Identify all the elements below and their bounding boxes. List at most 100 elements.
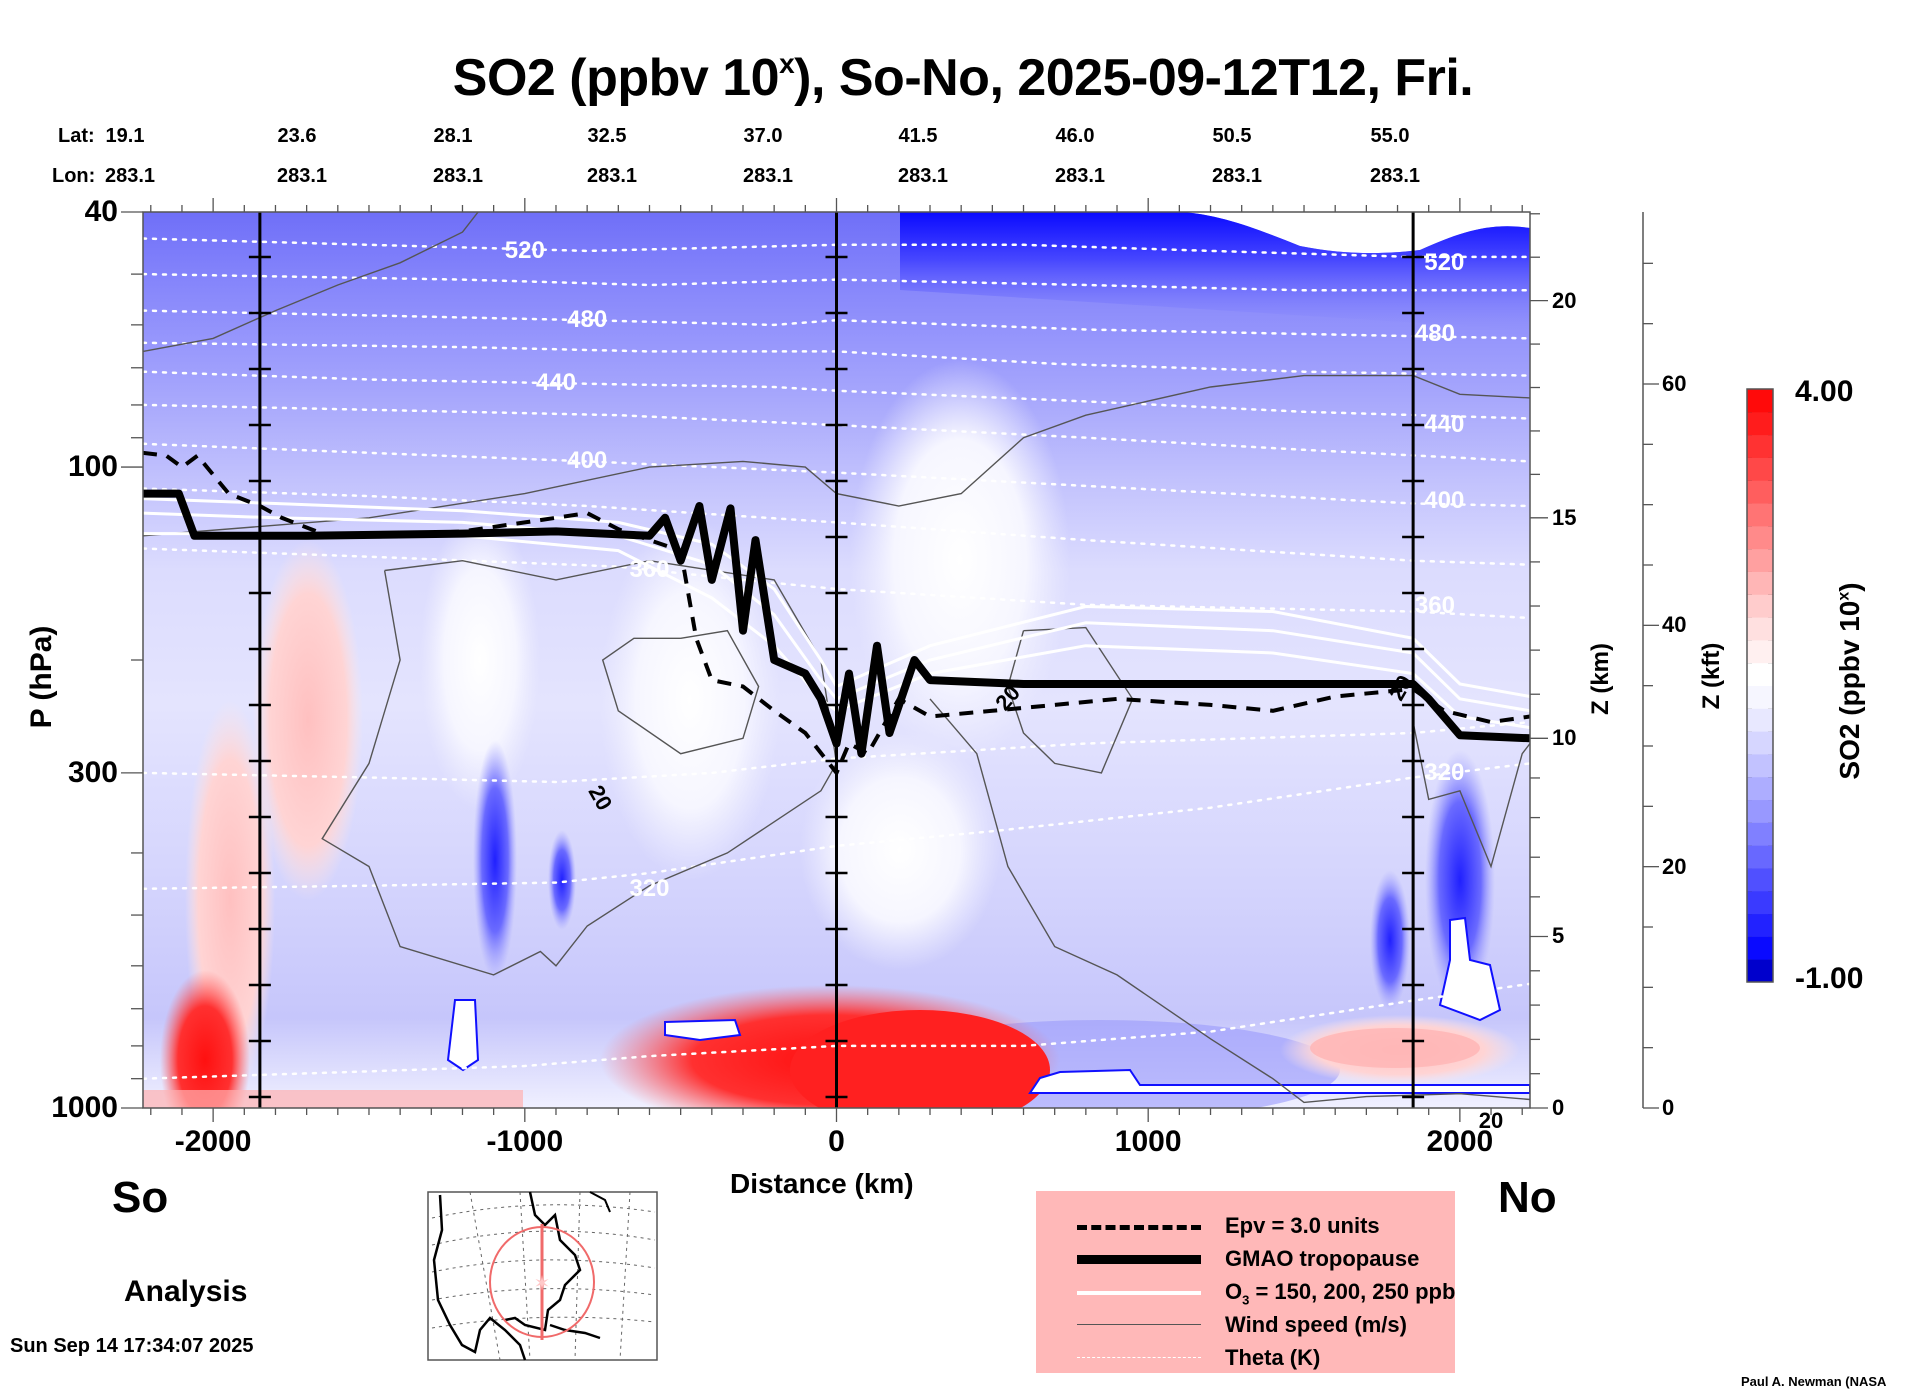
theta-label: 360: [1414, 592, 1455, 620]
colorbar-title: SO2 (ppbv 10x): [1834, 582, 1865, 780]
colorbar: [1746, 388, 1774, 983]
zkm-tick-label: 0: [1552, 1095, 1565, 1120]
lon-value: 283.1: [432, 165, 484, 187]
theta-label: 320: [1424, 758, 1465, 786]
colorbar-swatch: [1747, 753, 1773, 778]
theta-label: 480: [1414, 319, 1455, 347]
heatmap-hole: [664, 1018, 742, 1042]
map-greenland: [589, 1191, 611, 1213]
colorbar-swatch: [1747, 548, 1773, 572]
zkft-axis-title: Z (kft): [1698, 642, 1725, 710]
colorbar-swatch: [1747, 867, 1773, 892]
colorbar-swatch: [1747, 389, 1773, 413]
theta-label: 480: [567, 306, 608, 334]
colorbar-swatch: [1747, 480, 1773, 504]
section-lines: [248, 212, 1425, 1108]
heatmap-red-core: [790, 1010, 1050, 1108]
lat-value: 41.5: [898, 125, 938, 147]
axes: [121, 198, 1659, 1122]
chart-title: SO2 (ppbv 10x), So-No, 2025-09-12T12, Fr…: [452, 48, 1474, 107]
theta-label: 440: [1424, 411, 1465, 439]
theta-label: 360: [629, 556, 670, 584]
colorbar-swatch: [1747, 731, 1773, 755]
colorbar-swatch: [1747, 594, 1773, 618]
heatmap-pink-column: [253, 540, 363, 900]
legend-item-wind: Wind speed (m/s): [1036, 1310, 1455, 1340]
zkm-tick-label: 20: [1552, 287, 1577, 313]
colorbar-swatch: [1747, 822, 1773, 846]
colorbar-swatch: [1747, 890, 1773, 915]
lon-value: 283.1: [586, 165, 638, 187]
x-tick-label: 1000: [1114, 1125, 1182, 1158]
wind-speed-label: 20: [1478, 1107, 1504, 1133]
colorbar-swatch: [1747, 959, 1773, 983]
x-tick-label: -2000: [174, 1125, 252, 1158]
analysis-label: Analysis: [124, 1275, 248, 1308]
theta-contour-line: [143, 237, 1530, 259]
legend-item-ozone: O3 = 150, 200, 250 ppb: [1036, 1277, 1455, 1307]
heatmap-missing-top: [1180, 212, 1530, 254]
map-center-star-icon: ✶: [534, 1273, 551, 1295]
legend-item-epv: Epv = 3.0 units: [1036, 1211, 1455, 1241]
x-tick-label: 2000: [1426, 1125, 1494, 1158]
zkm-axis-title: Z (km): [1587, 643, 1614, 715]
heatmap-white-region: [800, 730, 1000, 970]
lon-value: 283.1: [897, 165, 949, 187]
legend-label: Epv = 3.0 units: [1225, 1213, 1380, 1238]
heatmap-red-column: [160, 970, 250, 1108]
lat-value: 19.1: [105, 125, 145, 147]
theta-label: 400: [567, 447, 608, 475]
colorbar-min-label: -1.00: [1795, 962, 1864, 995]
map-coastline-west: [432, 1194, 527, 1361]
tropopause-line: [143, 489, 1530, 758]
x-axis-title: Distance (km): [730, 1168, 914, 1199]
colorbar-swatch: [1747, 571, 1773, 595]
legend: Epv = 3.0 units GMAO tropopause O3 = 150…: [1036, 1191, 1455, 1373]
colorbar-swatch: [1747, 913, 1773, 937]
lon-row-label: Lon:: [52, 165, 96, 187]
lat-value: 28.1: [433, 125, 473, 147]
x-tick-label: -1000: [486, 1125, 564, 1158]
zkft-tick-label: 20: [1662, 853, 1687, 879]
north-label: No: [1498, 1173, 1557, 1222]
zkm-tick-label: 10: [1552, 725, 1577, 751]
heatmap-pink-layer-core: [1310, 1028, 1480, 1068]
lat-value: 37.0: [743, 125, 783, 147]
lat-value: 32.5: [587, 125, 627, 147]
theta-label: 400: [1424, 487, 1465, 515]
colorbar-swatch: [1747, 639, 1773, 664]
zkm-tick-label: 15: [1552, 504, 1577, 530]
legend-swatch-heavy: [1077, 1255, 1201, 1264]
x-tick-label: 0: [828, 1125, 845, 1158]
y-tick-label: 100: [67, 450, 118, 484]
colorbar-swatch: [1747, 685, 1773, 709]
colorbar-swatch: [1747, 708, 1773, 732]
theta-label: 520: [504, 236, 545, 264]
legend-swatch-dotted: [1077, 1357, 1201, 1358]
colorbar-swatch: [1747, 411, 1773, 436]
lon-value: 283.1: [276, 165, 328, 187]
ozone-contour-line: [143, 497, 1530, 698]
colorbar-swatch: [1747, 525, 1773, 550]
epv-contour-line: [143, 450, 1530, 777]
theta-label: 520: [1424, 248, 1465, 276]
heatmap-hole: [446, 999, 480, 1072]
colorbar-swatch: [1747, 776, 1773, 801]
heatmap-low-top: [900, 212, 1530, 330]
legend-label: Wind speed (m/s): [1225, 1312, 1407, 1337]
wind-speed-contour-line: [601, 629, 760, 755]
colorbar-swatch: [1747, 617, 1773, 641]
colorbar-swatch: [1747, 845, 1773, 869]
colorbar-swatch: [1747, 936, 1773, 960]
lat-value: 23.6: [277, 125, 317, 147]
map-inset: ✶: [427, 1191, 658, 1361]
south-label: So: [112, 1173, 169, 1222]
lon-value: 283.1: [742, 165, 794, 187]
lat-value: 50.5: [1212, 125, 1252, 147]
lat-value: 55.0: [1370, 125, 1410, 147]
colorbar-frame: [1746, 388, 1774, 983]
heatmap-blue-streak: [548, 830, 576, 930]
zkft-tick-label: 0: [1662, 1095, 1675, 1120]
colorbar-swatch: [1747, 434, 1773, 458]
